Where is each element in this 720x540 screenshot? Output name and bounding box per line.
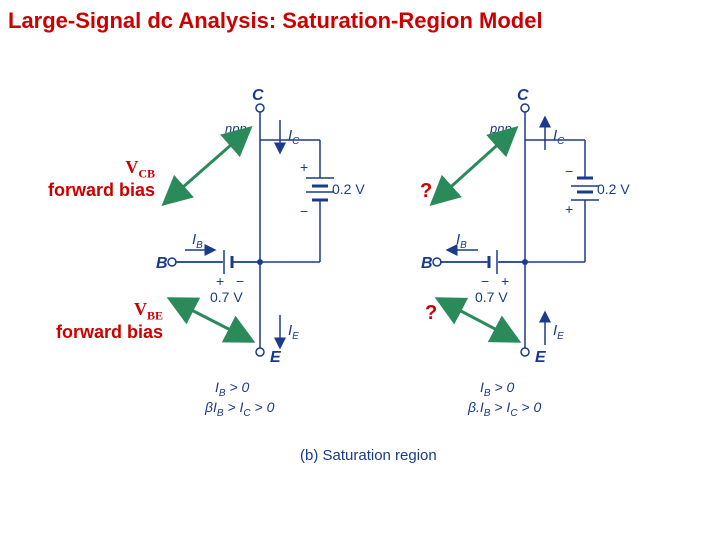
svg-text:IB: IB bbox=[456, 231, 467, 251]
circuit-diagram: C npn E IC IE + − 0.2 V B IB bbox=[0, 0, 720, 540]
svg-text:0.7 V: 0.7 V bbox=[210, 289, 243, 305]
svg-text:−: − bbox=[300, 203, 308, 219]
svg-text:E: E bbox=[535, 349, 547, 366]
svg-text:C: C bbox=[252, 87, 264, 104]
svg-text:−: − bbox=[236, 273, 244, 289]
svg-text:IE: IE bbox=[553, 322, 564, 342]
pnp-circuit: C pnp E IC IE − + 0.2 V B IB bbox=[421, 87, 630, 419]
svg-text:+: + bbox=[501, 273, 509, 289]
svg-text:IC: IC bbox=[288, 127, 300, 147]
svg-text:0.2 V: 0.2 V bbox=[597, 181, 630, 197]
figure-caption: (b) Saturation region bbox=[300, 447, 437, 464]
npn-circuit: C npn E IC IE + − 0.2 V B IB bbox=[156, 87, 365, 419]
svg-text:0.7 V: 0.7 V bbox=[475, 289, 508, 305]
svg-text:−: − bbox=[481, 273, 489, 289]
svg-text:β.IB > IC > 0: β.IB > IC > 0 bbox=[467, 399, 542, 419]
svg-text:βIB > IC > 0: βIB > IC > 0 bbox=[204, 399, 275, 419]
svg-text:+: + bbox=[565, 201, 573, 217]
svg-text:B: B bbox=[421, 255, 433, 272]
svg-text:+: + bbox=[300, 159, 308, 175]
svg-text:C: C bbox=[517, 87, 529, 104]
svg-text:+: + bbox=[216, 273, 224, 289]
svg-text:IE: IE bbox=[288, 322, 299, 342]
svg-text:0.2 V: 0.2 V bbox=[332, 181, 365, 197]
svg-text:IB > 0: IB > 0 bbox=[480, 379, 515, 399]
svg-text:IC: IC bbox=[553, 127, 565, 147]
svg-text:E: E bbox=[270, 349, 282, 366]
svg-text:−: − bbox=[565, 163, 573, 179]
svg-text:B: B bbox=[156, 255, 168, 272]
svg-text:IB: IB bbox=[192, 231, 203, 251]
svg-text:IB > 0: IB > 0 bbox=[215, 379, 250, 399]
